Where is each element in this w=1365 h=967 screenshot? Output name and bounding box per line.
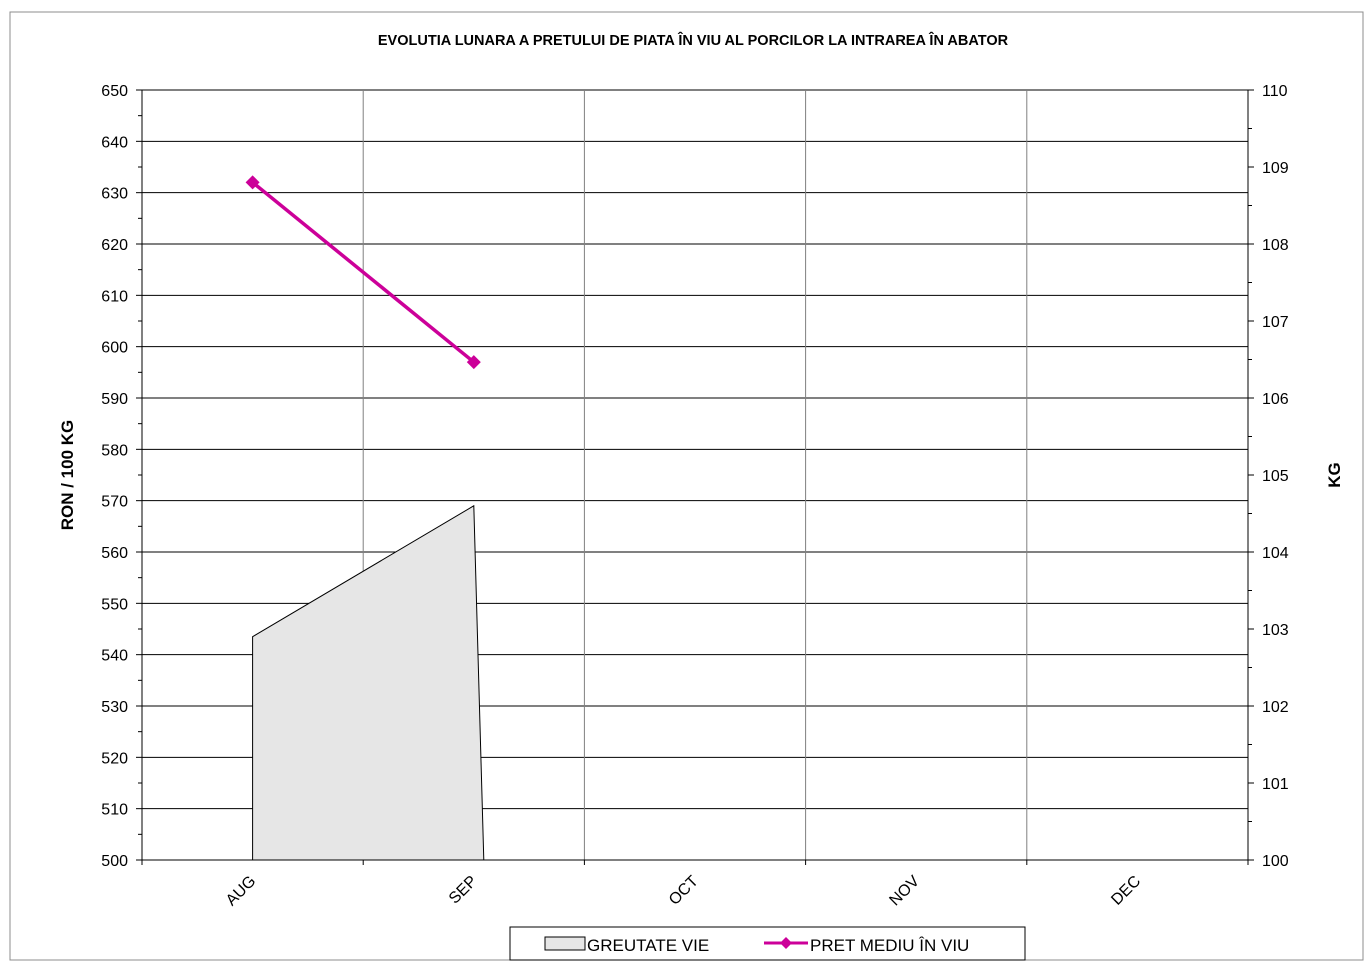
y-left-tick-label: 570 — [101, 494, 128, 511]
y-axis-left-title: RON / 100 KG — [58, 420, 77, 531]
y-left-tick-label: 550 — [101, 596, 128, 613]
y-left-tick-label: 510 — [101, 802, 128, 819]
y-right-tick-label: 109 — [1262, 160, 1289, 177]
y-axis-right-title: KG — [1325, 462, 1344, 488]
y-right-tick-label: 100 — [1262, 853, 1289, 870]
y-left-tick-label: 580 — [101, 442, 128, 459]
y-left-tick-label: 500 — [101, 853, 128, 870]
y-right-tick-label: 105 — [1262, 468, 1289, 485]
y-right-tick-label: 103 — [1262, 622, 1289, 639]
y-right-tick-label: 107 — [1262, 314, 1289, 331]
y-right-tick-label: 106 — [1262, 391, 1289, 408]
y-left-tick-label: 610 — [101, 288, 128, 305]
y-right-tick-label: 108 — [1262, 237, 1289, 254]
y-right-tick-label: 102 — [1262, 699, 1289, 716]
y-left-tick-label: 590 — [101, 391, 128, 408]
legend-swatch-greutate-vie — [545, 937, 585, 950]
y-left-tick-label: 530 — [101, 699, 128, 716]
y-right-tick-label: 110 — [1262, 83, 1288, 100]
y-left-tick-label: 600 — [101, 340, 128, 357]
legend: GREUTATE VIE PRET MEDIU ÎN VIU — [510, 927, 1025, 960]
y-left-tick-label: 560 — [101, 545, 128, 562]
chart-frame — [10, 12, 1363, 960]
y-right-tick-label: 101 — [1262, 776, 1289, 793]
y-left-tick-label: 540 — [101, 648, 128, 665]
y-left-tick-label: 630 — [101, 186, 128, 203]
legend-label-greutate-vie: GREUTATE VIE — [587, 936, 709, 955]
y-left-tick-label: 520 — [101, 750, 128, 767]
y-left-tick-label: 640 — [101, 134, 128, 151]
y-right-tick-label: 104 — [1262, 545, 1289, 562]
chart-title: EVOLUTIA LUNARA A PRETULUI DE PIATA ÎN V… — [378, 31, 1009, 49]
legend-label-pret-mediu: PRET MEDIU ÎN VIU — [810, 936, 969, 955]
y-left-tick-label: 650 — [101, 83, 128, 100]
y-left-tick-label: 620 — [101, 237, 128, 254]
